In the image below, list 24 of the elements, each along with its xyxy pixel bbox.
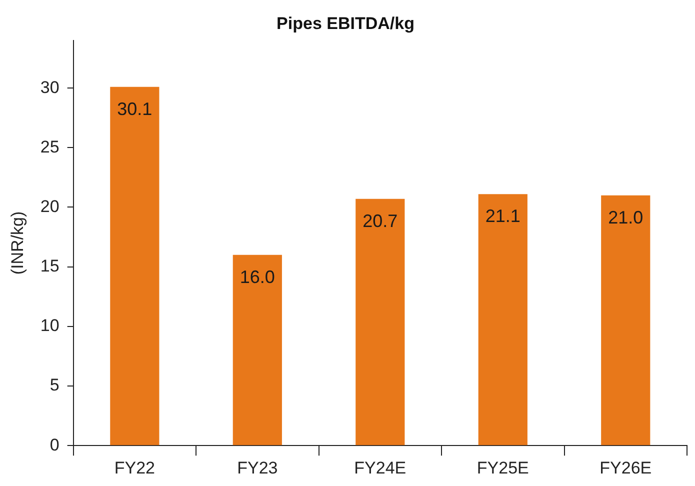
data-label: 21.1 [485, 206, 520, 226]
data-label: 16.0 [240, 266, 275, 287]
y-tick-label: 30 [40, 78, 60, 97]
chart-title: Pipes EBITDA/kg [276, 14, 414, 33]
bar [356, 198, 405, 446]
y-tick-label: 0 [50, 435, 60, 454]
x-tick-label: FY22 [114, 458, 155, 478]
y-axis-title: (INR/kg) [8, 211, 27, 275]
x-tick-label: FY24E [354, 458, 406, 478]
y-tick-label: 20 [40, 196, 60, 216]
data-label: 30.1 [117, 98, 152, 119]
y-tick-label: 25 [40, 137, 60, 156]
bar [232, 254, 282, 446]
bar [601, 195, 650, 446]
data-label: 20.7 [362, 210, 398, 231]
y-tick-label: 15 [40, 256, 60, 276]
bar [478, 194, 528, 446]
x-tick-label: FY26E [600, 458, 652, 478]
x-tick-label: FY23 [237, 458, 278, 478]
y-tick-label: 5 [50, 376, 60, 395]
y-tick-label: 10 [40, 316, 60, 336]
data-label: 21.0 [608, 207, 644, 228]
x-tick-label: FY25E [476, 458, 529, 478]
bar [110, 86, 160, 446]
